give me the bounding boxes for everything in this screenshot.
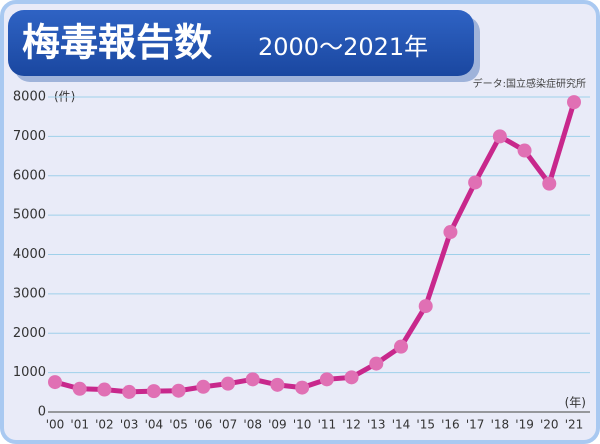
x-unit: (年) [565,396,586,410]
x-tick-label: '09 [268,418,287,432]
data-point [468,175,483,190]
y-tick-label: 7000 [13,129,46,144]
x-tick-label: '11 [318,418,337,432]
x-tick-label: '01 [70,418,89,432]
data-point [122,384,137,399]
data-point [72,381,87,396]
x-tick-label: '12 [342,418,361,432]
data-point [295,380,310,395]
x-tick-label: '05 [169,418,188,432]
x-tick-label: '04 [145,418,164,432]
data-point [221,376,235,391]
x-tick-label: '18 [491,418,510,432]
y-tick-label: 3000 [13,286,46,301]
y-tick-label: 0 [38,405,46,420]
data-point [270,377,285,392]
x-tick-label: '10 [293,418,312,432]
x-tick-label: '15 [416,418,435,432]
x-tick-label: '21 [565,418,584,432]
data-point [196,379,211,394]
x-tick-label: '20 [540,418,559,432]
x-tick-label: '02 [95,418,114,432]
data-point [492,129,507,144]
data-point [418,299,433,314]
data-point [245,372,260,387]
x-tick-label: '13 [367,418,386,432]
data-point [517,143,532,158]
x-tick-label: '07 [219,418,238,432]
y-tick-label: 8000 [13,90,46,105]
y-tick-label: 5000 [13,208,46,223]
x-tick-label: '16 [441,418,460,432]
x-tick-label: '08 [243,418,262,432]
data-point [146,384,161,399]
x-tick-label: '00 [46,418,65,432]
data-line [54,101,577,395]
data-point [369,356,384,371]
x-tick-label: '06 [194,418,213,432]
source: データ:国立感染症研究所 [473,77,586,90]
data-point [567,95,581,110]
y-tick-label: 1000 [13,365,46,380]
data-point [344,370,359,385]
x-tick-label: '19 [515,418,534,432]
chart-title: 梅毒報告数 [22,21,212,65]
x-tick-label: '17 [466,418,485,432]
data-point [394,339,408,354]
data-point [542,176,557,191]
y-tick-label: 4000 [13,247,46,262]
data-point [319,372,334,387]
data-point [443,225,458,240]
y-tick-label: 2000 [13,326,46,341]
y-tick-label: 6000 [13,168,46,183]
data-point [97,382,112,397]
banner [8,10,474,76]
data-point [171,383,186,398]
chart-subtitle: 2000～2021年 [258,33,428,61]
data-point [48,375,62,390]
x-tick-label: '03 [120,418,139,432]
x-tick-label: '14 [392,418,411,432]
